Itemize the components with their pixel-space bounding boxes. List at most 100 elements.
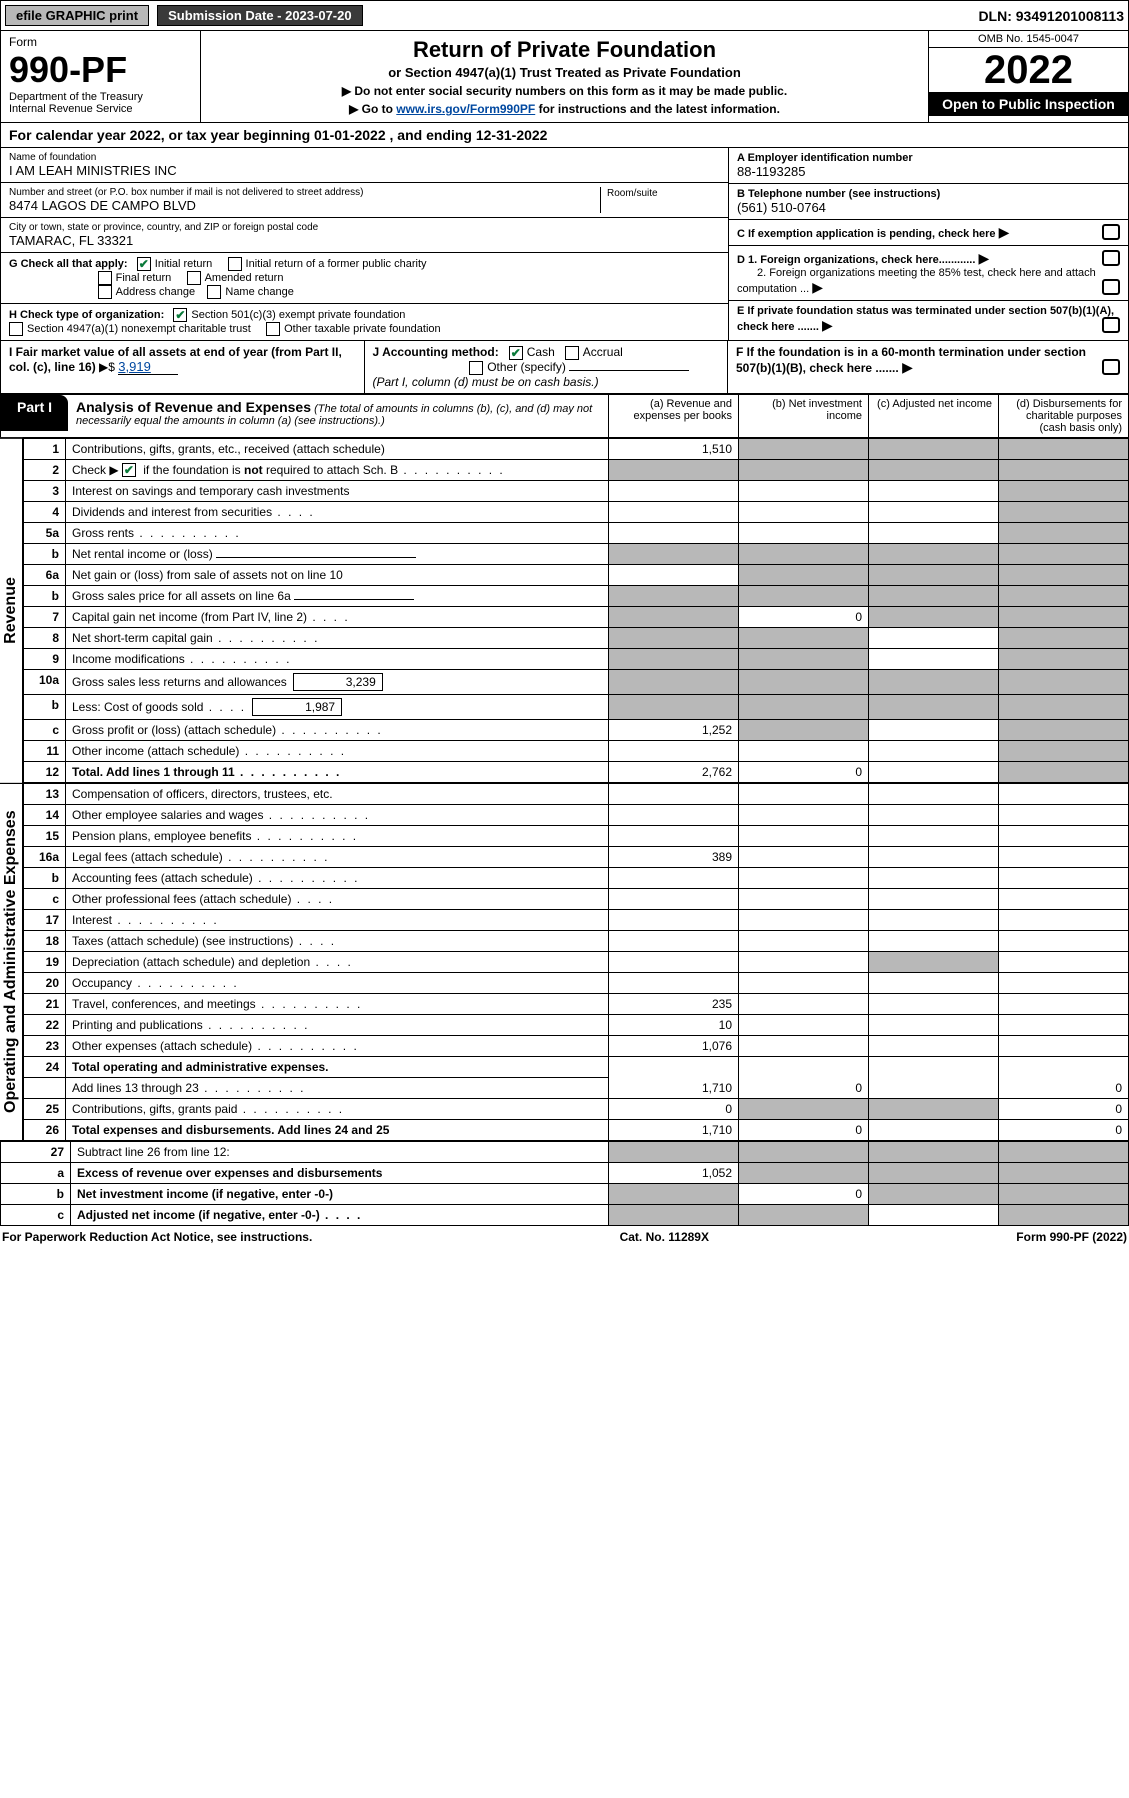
expenses-section: Operating and Administrative Expenses 13… <box>0 783 1129 1141</box>
submission-date-button[interactable]: Submission Date - 2023-07-20 <box>157 5 363 26</box>
line-num: 25 <box>24 1099 66 1120</box>
g-addr-change: Address change <box>116 286 196 298</box>
line-desc: Net rental income or (loss) <box>66 544 609 565</box>
room-label: Room/suite <box>607 188 658 199</box>
line-num: 21 <box>24 994 66 1015</box>
checkbox-accrual[interactable] <box>565 346 579 360</box>
col-d-header: (d) Disbursements for charitable purpose… <box>999 394 1129 437</box>
line-num: 10a <box>24 670 66 695</box>
calendar-year-row: For calendar year 2022, or tax year begi… <box>0 123 1129 148</box>
cell-a: 0 <box>609 1099 739 1120</box>
line-desc: Interest on savings and temporary cash i… <box>66 481 609 502</box>
d1-label: D 1. Foreign organizations, check here..… <box>737 254 975 266</box>
line-num: b <box>24 544 66 565</box>
col-c-header: (c) Adjusted net income <box>869 394 999 437</box>
checkbox-address-change[interactable] <box>98 285 112 299</box>
checkbox-amended-return[interactable] <box>187 271 201 285</box>
cell-a: 1,710 <box>609 1057 739 1099</box>
checkbox-initial-return[interactable] <box>137 257 151 271</box>
cell-b: 0 <box>739 1057 869 1099</box>
efile-print-button[interactable]: efile GRAPHIC print <box>5 5 149 26</box>
goto-pre: ▶ Go to <box>349 102 396 116</box>
expenses-side-label: Operating and Administrative Expenses <box>0 783 23 1141</box>
line-num: 27 <box>1 1142 71 1163</box>
cell-a: 1,710 <box>609 1120 739 1141</box>
ssn-note: ▶ Do not enter social security numbers o… <box>207 84 922 98</box>
line-desc: Adjusted net income (if negative, enter … <box>71 1205 609 1226</box>
cell-b: 0 <box>739 762 869 783</box>
header-left: Form 990-PF Department of the Treasury I… <box>1 31 201 122</box>
line-num: c <box>24 720 66 741</box>
line-desc: Depreciation (attach schedule) and deple… <box>66 952 609 973</box>
j-note: (Part I, column (d) must be on cash basi… <box>373 375 599 389</box>
checkbox-d2[interactable] <box>1102 279 1120 295</box>
cell-b <box>739 438 869 459</box>
line-num: 2 <box>24 459 66 481</box>
line-num: 8 <box>24 628 66 649</box>
footer: For Paperwork Reduction Act Notice, see … <box>0 1226 1129 1248</box>
line-num: c <box>1 1205 71 1226</box>
line-desc: Subtract line 26 from line 12: <box>71 1142 609 1163</box>
j-other: Other (specify) <box>487 360 566 374</box>
h-other: Other taxable private foundation <box>284 323 441 335</box>
r2-pre: Check ▶ <box>72 463 122 477</box>
checkbox-f[interactable] <box>1102 359 1120 375</box>
checkbox-other-method[interactable] <box>469 361 483 375</box>
line-desc: Contributions, gifts, grants, etc., rece… <box>66 438 609 459</box>
line-num: 20 <box>24 973 66 994</box>
part1-desc: Analysis of Revenue and Expenses (The to… <box>68 395 608 431</box>
arrow-icon: ▶ <box>999 224 1010 240</box>
line-desc: Less: Cost of goods sold1,987 <box>66 695 609 720</box>
line-desc: Capital gain net income (from Part IV, l… <box>66 607 609 628</box>
checkbox-name-change[interactable] <box>207 285 221 299</box>
address-label: Number and street (or P.O. box number if… <box>9 187 600 198</box>
fmv-link[interactable]: 3,919 <box>118 359 178 375</box>
part1-table: Part I Analysis of Revenue and Expenses … <box>0 394 1129 438</box>
checkbox-sch-b[interactable] <box>122 463 136 477</box>
j-accrual: Accrual <box>583 345 623 359</box>
line-desc: Legal fees (attach schedule) <box>66 847 609 868</box>
cell-d: 0 <box>999 1120 1129 1141</box>
line-num: 23 <box>24 1036 66 1057</box>
cell-a: 1,510 <box>609 438 739 459</box>
goto-post: for instructions and the latest informat… <box>535 102 780 116</box>
i-prefix: ▶$ <box>99 360 118 374</box>
g-label: G Check all that apply: <box>9 258 128 270</box>
line27-section: 27Subtract line 26 from line 12: aExcess… <box>0 1141 1129 1226</box>
checkbox-other-taxable[interactable] <box>266 322 280 336</box>
cell-a: 1,076 <box>609 1036 739 1057</box>
line-num: 6a <box>24 565 66 586</box>
section-h: H Check type of organization: Section 50… <box>1 304 728 340</box>
ein-label: A Employer identification number <box>737 152 1120 164</box>
cell-a: 1,252 <box>609 720 739 741</box>
dept-treasury: Department of the Treasury <box>9 91 192 103</box>
line-desc: Total operating and administrative expen… <box>66 1057 609 1078</box>
line-num: 13 <box>24 784 66 805</box>
cell-a: 10 <box>609 1015 739 1036</box>
box-10b: 1,987 <box>252 698 342 716</box>
checkbox-d1[interactable] <box>1102 250 1120 266</box>
checkbox-cash[interactable] <box>509 346 523 360</box>
line-num: 4 <box>24 502 66 523</box>
line-desc: Taxes (attach schedule) (see instruction… <box>66 931 609 952</box>
h-501c3: Section 501(c)(3) exempt private foundat… <box>191 309 405 321</box>
line-desc: Excess of revenue over expenses and disb… <box>71 1163 609 1184</box>
header-center: Return of Private Foundation or Section … <box>201 31 928 122</box>
line-desc: Add lines 13 through 23 <box>66 1078 609 1099</box>
g-final: Final return <box>116 272 172 284</box>
checkbox-c[interactable] <box>1102 224 1120 240</box>
section-g: G Check all that apply: Initial return I… <box>1 253 728 304</box>
checkbox-initial-former[interactable] <box>228 257 242 271</box>
line-desc: Total expenses and disbursements. Add li… <box>66 1120 609 1141</box>
line-num: 7 <box>24 607 66 628</box>
part1-title: Analysis of Revenue and Expenses <box>76 399 311 415</box>
irs-link[interactable]: www.irs.gov/Form990PF <box>396 102 535 116</box>
line-desc: Income modifications <box>66 649 609 670</box>
checkbox-e[interactable] <box>1102 317 1120 333</box>
checkbox-4947[interactable] <box>9 322 23 336</box>
header-right: OMB No. 1545-0047 2022 Open to Public In… <box>928 31 1128 122</box>
line-num: 1 <box>24 438 66 459</box>
checkbox-501c3[interactable] <box>173 308 187 322</box>
checkbox-final-return[interactable] <box>98 271 112 285</box>
omb-number: OMB No. 1545-0047 <box>929 31 1128 48</box>
